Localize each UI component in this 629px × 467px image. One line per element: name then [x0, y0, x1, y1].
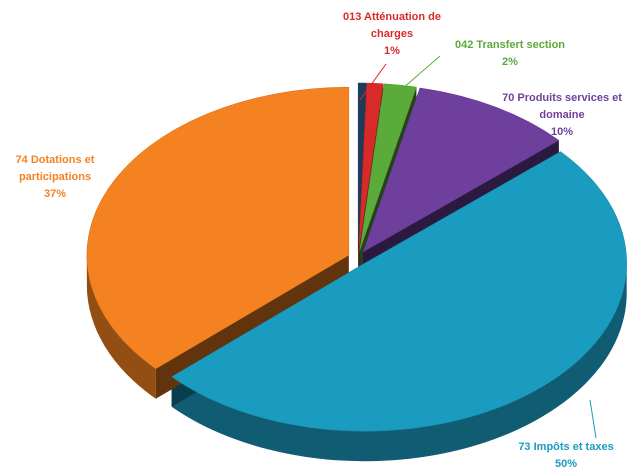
- slice-label: 013 Atténuation de charges 1%: [332, 9, 452, 60]
- category-label: 70 Produits services et domaine: [502, 92, 622, 121]
- slice-label: 042 Transfert section 2%: [440, 37, 580, 71]
- value-label: 10%: [550, 126, 574, 138]
- slice: [362, 87, 560, 253]
- value-label: 37%: [43, 188, 67, 200]
- slice: [358, 82, 384, 252]
- category-label: 73 Impôts et taxes: [518, 441, 614, 453]
- category-label: 74 Dotations et participations: [15, 154, 95, 183]
- slice: [359, 83, 417, 252]
- value-label: 50%: [554, 458, 578, 467]
- slice-wall: [171, 263, 627, 462]
- slice-wall: [86, 255, 156, 399]
- value-label: 1%: [384, 45, 400, 57]
- category-label: 013 Atténuation de charges: [343, 11, 441, 40]
- leader-line: [379, 55, 441, 109]
- slice: [171, 151, 627, 432]
- leader-line: [359, 63, 387, 101]
- leader-line: [589, 399, 597, 439]
- leaders: [359, 55, 597, 439]
- slice: [357, 82, 367, 252]
- slice-label: 73 Impôts et taxes 50%: [501, 439, 629, 467]
- value-label: 2%: [502, 56, 518, 68]
- tops: [86, 82, 627, 432]
- slices: [86, 82, 627, 462]
- slice-label: 70 Produits services et domaine 10%: [492, 90, 629, 141]
- category-label: 042 Transfert section: [454, 39, 566, 51]
- slice-label: 74 Dotations et participations 37%: [0, 152, 110, 203]
- leader-line: [467, 119, 471, 127]
- slice: [86, 86, 350, 370]
